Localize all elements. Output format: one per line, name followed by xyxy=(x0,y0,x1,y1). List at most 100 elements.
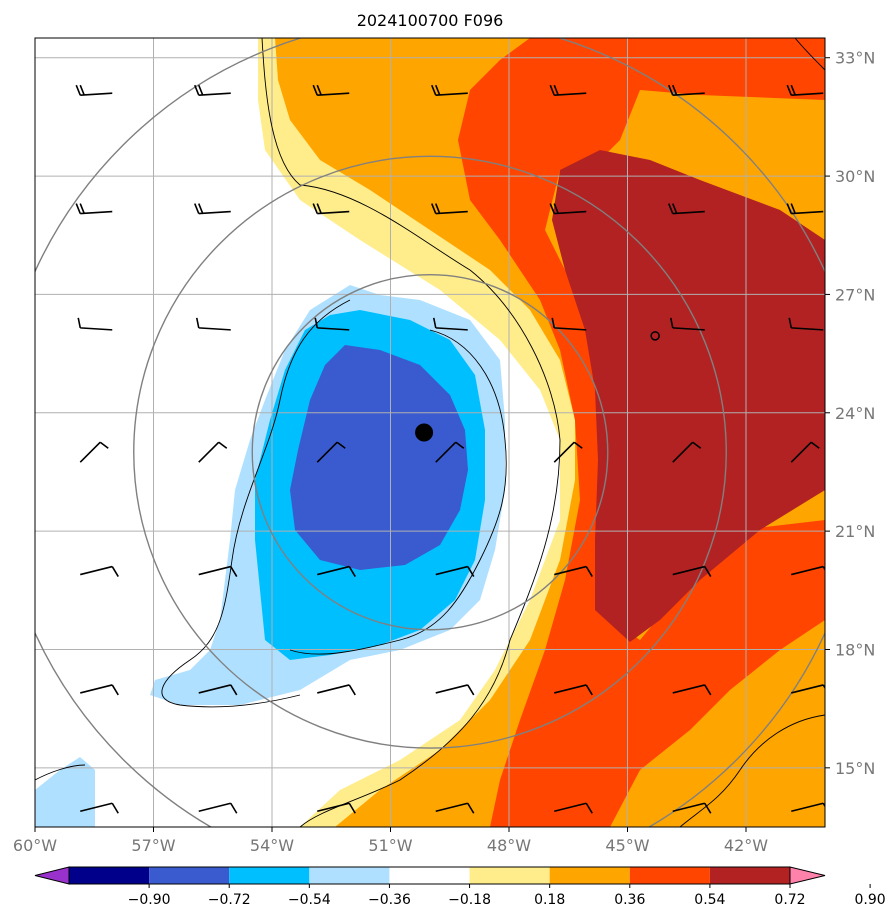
wind-barb xyxy=(194,84,231,96)
colorbar-tick-label: 0.54 xyxy=(694,892,725,908)
wind-barb-stroke xyxy=(80,565,119,577)
x-tick-label: 42°W xyxy=(724,836,768,855)
colorbar-tick-label: −0.54 xyxy=(288,892,331,908)
wind-barb-stroke xyxy=(317,802,356,814)
wind-barb-stroke xyxy=(790,441,820,463)
wind-barb-stroke xyxy=(198,684,238,696)
wind-barb xyxy=(77,317,113,331)
contour-line-se xyxy=(679,714,825,827)
contour-line-sw xyxy=(35,764,86,781)
map-field xyxy=(35,38,825,827)
wind-barb-stroke xyxy=(668,84,705,96)
wind-barb-stroke xyxy=(786,203,824,215)
wind-barb xyxy=(554,802,593,814)
wind-barb xyxy=(435,565,475,577)
colorbar-segment xyxy=(389,867,470,884)
markers xyxy=(415,331,660,442)
contour-fill-0.54 xyxy=(458,38,825,827)
x-tick-label: 45°W xyxy=(605,836,649,855)
secondary-marker xyxy=(650,331,660,341)
colorbar-segment xyxy=(69,867,150,884)
wind-barb xyxy=(198,802,238,814)
wind-barb xyxy=(553,441,583,463)
wind-barb xyxy=(788,317,824,331)
wind-barb xyxy=(312,84,350,96)
y-tick-label: 27°N xyxy=(835,285,875,304)
wind-barb-stroke xyxy=(195,317,231,331)
wind-barb-stroke xyxy=(75,203,113,215)
wind-barb-stroke xyxy=(314,317,350,331)
contour-line-outer xyxy=(261,38,561,827)
wind-barb xyxy=(554,565,593,577)
wind-barb-stroke xyxy=(198,441,228,463)
wind-barb-stroke xyxy=(198,565,238,577)
wind-barb xyxy=(432,317,468,331)
wind-barb-stroke xyxy=(316,441,346,463)
wind-barb xyxy=(672,684,712,696)
wind-barb xyxy=(672,802,712,814)
range-ring xyxy=(133,155,727,749)
wind-barb xyxy=(198,441,228,463)
range-rings xyxy=(35,38,825,827)
x-axis: 60°W 57°W 54°W 51°W 48°W 45°W 42°W xyxy=(13,827,768,855)
wind-barb-stroke xyxy=(788,317,824,331)
wind-barb-stroke xyxy=(672,565,712,577)
colorbar-frame xyxy=(68,866,791,885)
colorbar-segment xyxy=(149,867,230,884)
colorbar-segment xyxy=(629,867,710,884)
colorbar-segment xyxy=(709,867,790,884)
wind-barb-stroke xyxy=(432,317,468,331)
wind-barb xyxy=(672,565,712,577)
wind-barb xyxy=(80,565,119,577)
wind-barb xyxy=(435,441,465,463)
wind-barb xyxy=(672,441,702,463)
wind-barb-stroke xyxy=(317,565,356,577)
grid-lines xyxy=(35,38,825,827)
colorbar-segment xyxy=(469,867,550,884)
x-tick-label: 57°W xyxy=(131,836,175,855)
wind-barb xyxy=(314,317,350,331)
wind-barb-stroke xyxy=(786,84,824,96)
wind-barb-stroke xyxy=(312,203,350,215)
wind-barb xyxy=(75,84,113,96)
y-tick-label: 18°N xyxy=(835,640,875,659)
wind-barb-stroke xyxy=(551,317,587,331)
wind-barb-stroke xyxy=(317,684,356,696)
y-tick-label: 15°N xyxy=(835,759,875,778)
contour-line-low xyxy=(161,299,351,708)
wind-barb-stroke xyxy=(791,802,825,813)
contour-line-inner xyxy=(289,329,507,655)
wind-barb-stroke xyxy=(312,84,350,96)
wind-barb-stroke xyxy=(75,84,113,96)
axes-frame xyxy=(34,37,826,828)
colorbar-segment xyxy=(309,867,390,884)
wind-barb xyxy=(195,317,231,331)
storm-center-marker xyxy=(415,423,434,442)
wind-barb xyxy=(198,684,238,696)
wind-barb xyxy=(317,802,356,814)
wind-barb xyxy=(549,84,587,96)
colorbar-tick-label: −0.72 xyxy=(208,892,251,908)
wind-barb xyxy=(549,203,587,215)
range-ring xyxy=(251,274,609,631)
wind-barb-stroke xyxy=(435,684,475,696)
wind-barb xyxy=(431,84,468,96)
wind-barb-stroke xyxy=(435,802,475,814)
colorbar-tick-label: 0.90 xyxy=(855,892,886,908)
contour-fill-0.72 xyxy=(552,150,825,642)
wind-barb xyxy=(316,441,346,463)
wind-barb-stroke xyxy=(672,441,702,463)
wind-barb-stroke xyxy=(80,684,119,696)
wind-barb xyxy=(554,684,593,696)
contour-fill-neg0.54 xyxy=(290,345,468,570)
chart-title: 2024100700 F096 xyxy=(357,11,504,30)
wind-barbs xyxy=(75,84,825,814)
contour-lines xyxy=(35,38,825,827)
wind-barb xyxy=(786,203,824,215)
wind-barb-stroke xyxy=(549,203,587,215)
x-tick-label: 54°W xyxy=(250,836,294,855)
wind-barb-stroke xyxy=(435,565,475,577)
wind-barb xyxy=(786,84,824,96)
wind-barb-stroke xyxy=(791,684,825,694)
